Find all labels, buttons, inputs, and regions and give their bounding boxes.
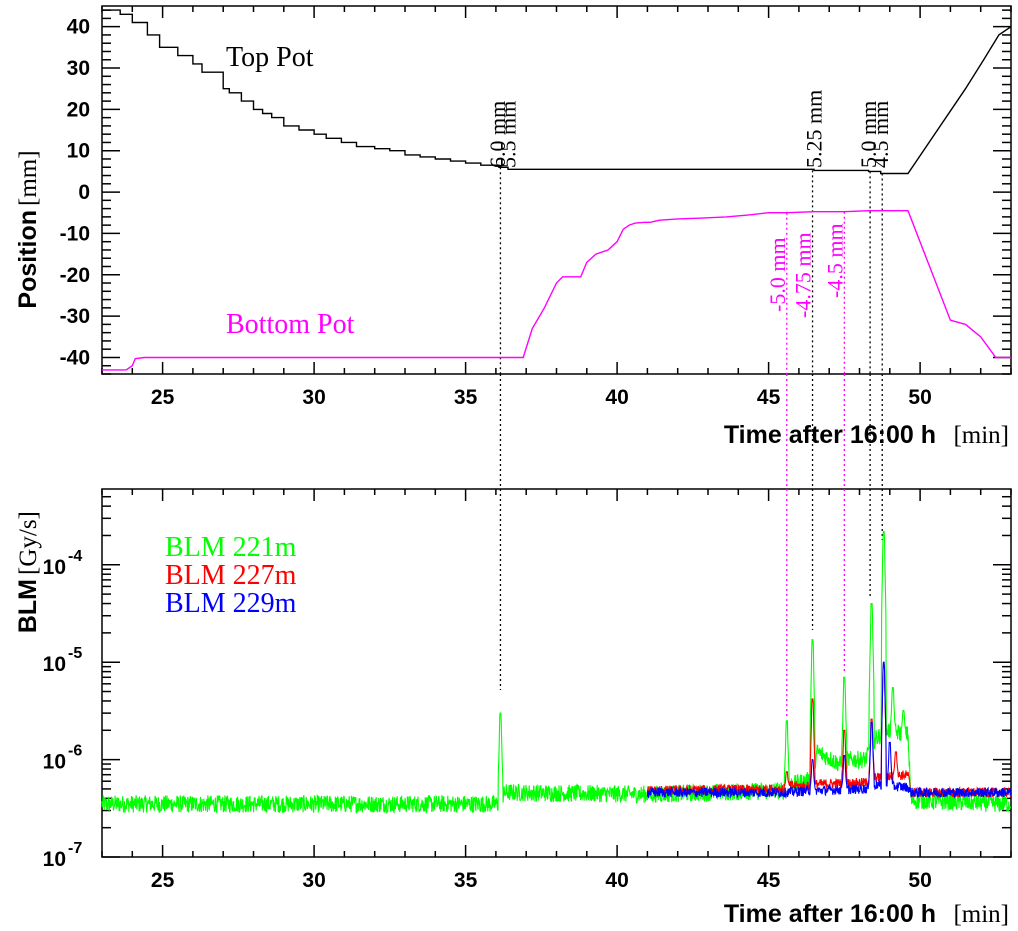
bottom-pot-annotation: -4.75 mm	[791, 232, 816, 318]
blm-marker-lines	[499, 374, 883, 716]
legend-blm-229m: BLM 229m	[165, 588, 297, 619]
x-tick-label: 50	[908, 869, 931, 892]
position-x-axis-unit: [min]	[953, 422, 1009, 449]
x-tick-label: 30	[302, 386, 325, 409]
top-pot-annotation: 5.0 mm	[856, 101, 881, 168]
y-tick-label: -10	[60, 222, 90, 245]
position-x-ticks: 25 30 35 40 45 50	[101, 6, 1012, 409]
bottom-pot-annotation: -4.5 mm	[822, 223, 847, 298]
y-tick-label: 20	[67, 98, 90, 121]
bottom-pot-annotation: -5.0 mm	[765, 237, 790, 312]
blm-series-line-blm-229m	[646, 661, 1012, 800]
y-tick-label: 40	[67, 16, 90, 39]
blm-series-line-blm-227m	[646, 663, 1012, 798]
y-tick-label: -30	[60, 305, 90, 328]
y-tick-label: 10	[43, 848, 66, 871]
position-panel: 25 30 35 40 45 50 40 30 20 10 0 -10 -20 -30 -40 6.0 m…	[14, 5, 1012, 449]
top-pot-annotation: 4.5 mm	[868, 101, 893, 168]
blm-y-ticks: 10-710-610-510-4	[43, 495, 1011, 871]
position-y-axis-unit: [mm]	[15, 150, 42, 206]
y-tick-label: -20	[60, 264, 90, 287]
blm-series-line-blm-221m	[101, 530, 1012, 815]
bottom-pot-line	[102, 209, 1011, 371]
blm-y-axis-title: BLM	[14, 579, 42, 633]
x-tick-label: 40	[605, 869, 628, 892]
y-tick-label: 0	[78, 181, 90, 204]
x-tick-label: 25	[151, 386, 175, 409]
x-tick-label: 50	[908, 386, 931, 409]
top-pot-annotation: 5.25 mm	[802, 90, 827, 168]
x-tick-label: 35	[454, 386, 478, 409]
y-tick-label: 30	[67, 57, 90, 80]
legend-blm-221m: BLM 221m	[165, 532, 297, 563]
position-series	[102, 9, 1012, 371]
y-tick-exponent: -7	[68, 840, 82, 857]
blm-x-axis-unit: [min]	[953, 901, 1009, 928]
bottom-pot-label: Bottom Pot	[226, 309, 355, 340]
y-tick-label: 10	[43, 653, 66, 676]
position-y-ticks: 40 30 20 10 0 -10 -20 -30 -40	[60, 9, 1011, 375]
blm-y-axis-unit: [Gy/s]	[15, 511, 42, 575]
y-tick-exponent: -4	[68, 548, 82, 565]
blm-legend: BLM 221m BLM 227m BLM 229m	[165, 532, 297, 619]
blm-x-ticks: 25 30 35 40 45 50	[101, 489, 1012, 892]
y-tick-label: 10	[67, 140, 90, 163]
top-pot-annotation: 5.5 mm	[496, 101, 521, 168]
position-annotations: 6.0 mm5.5 mm 5.25 mm 5.0 mm4.5 mm-5.0 mm -4…	[485, 90, 893, 318]
top-pot-annotation: 6.0 mm	[485, 101, 510, 168]
blm-series	[101, 530, 1012, 815]
y-tick-exponent: -6	[68, 743, 82, 760]
top-pot-label: Top Pot	[226, 42, 314, 73]
y-tick-exponent: -5	[68, 645, 82, 662]
position-x-axis-title: Time after 16:00 h	[724, 421, 936, 449]
x-tick-label: 30	[302, 869, 325, 892]
position-marker-lines	[499, 167, 883, 374]
y-tick-label: 10	[43, 556, 66, 579]
position-y-axis-title: Position	[14, 210, 42, 309]
blm-panel: 25 30 35 40 45 50 10-710-610-510-4 BLM 221m B…	[14, 374, 1012, 928]
x-tick-label: 25	[151, 869, 175, 892]
x-tick-label: 45	[757, 869, 781, 892]
blm-x-axis-title: Time after 16:00 h	[724, 900, 936, 928]
y-tick-label: -40	[60, 346, 90, 369]
x-tick-label: 40	[605, 386, 628, 409]
legend-blm-227m: BLM 227m	[165, 560, 297, 591]
y-tick-label: 10	[43, 751, 66, 774]
x-tick-label: 35	[454, 869, 478, 892]
x-tick-label: 45	[757, 386, 781, 409]
top-pot-line	[102, 9, 1012, 175]
